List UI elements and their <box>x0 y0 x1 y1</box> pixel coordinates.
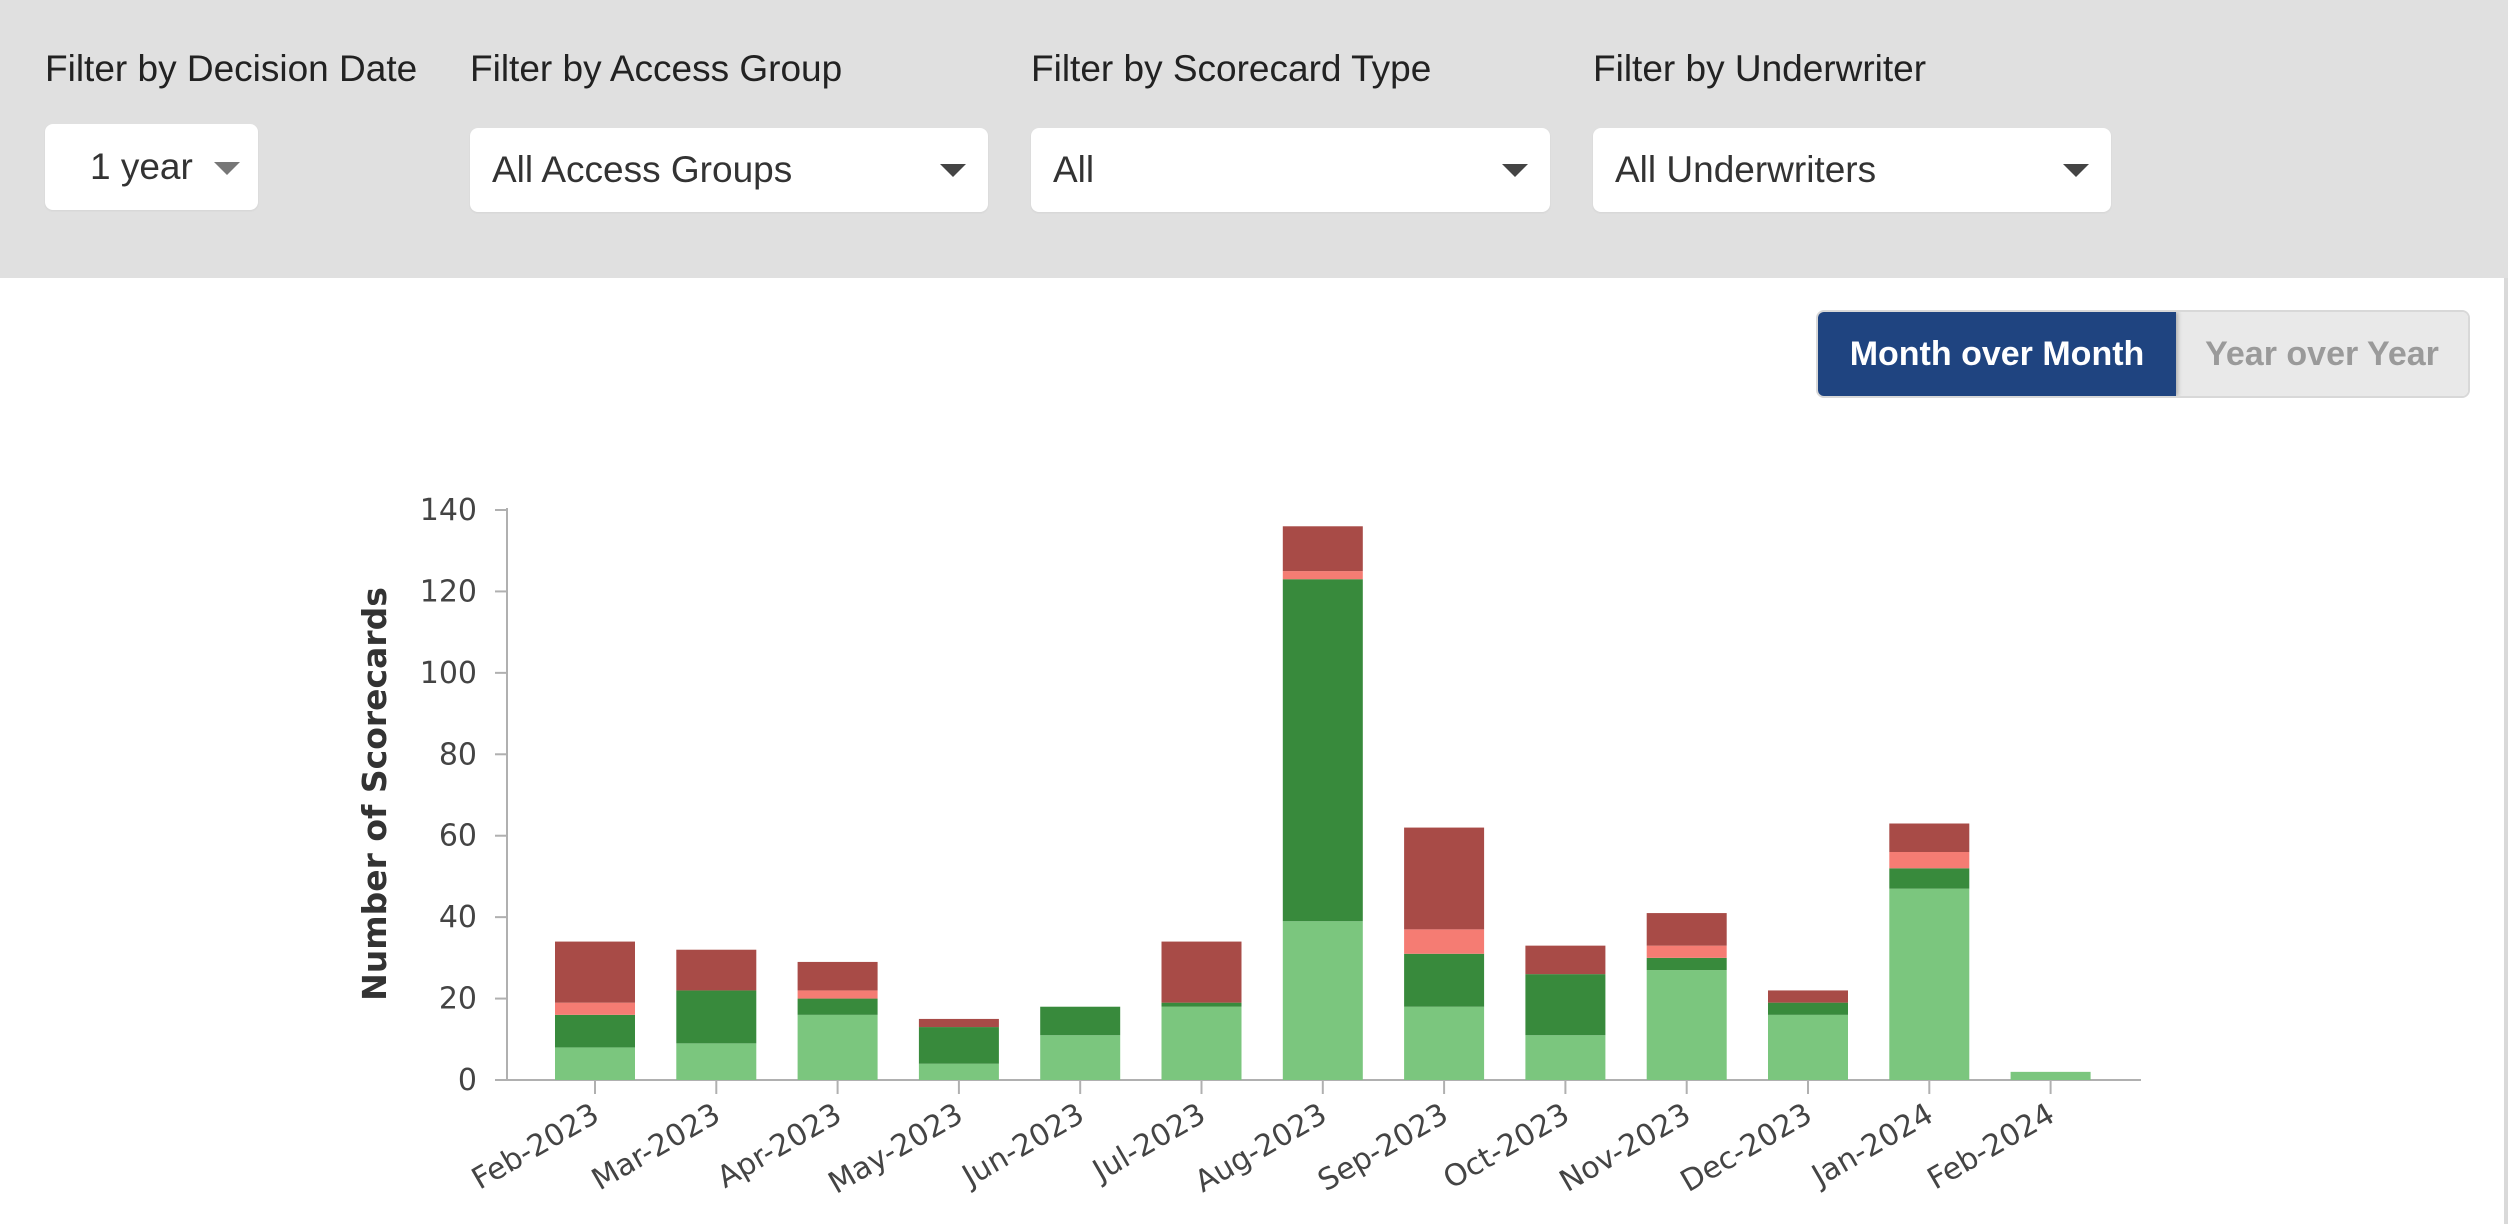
decision-date-select[interactable]: 1 year <box>45 124 258 210</box>
scrollbar-edge[interactable] <box>2504 278 2508 1224</box>
view-toggle: Month over Month Year over Year <box>1816 310 2470 398</box>
bar-segment <box>1161 941 1242 1003</box>
bar-segment <box>1525 945 1606 975</box>
bar-segment <box>797 961 878 991</box>
scorecard-type-label: Filter by Scorecard Type <box>1031 48 1432 89</box>
underwriter-filter: Filter by Underwriter <box>1593 48 1926 90</box>
bar-segment <box>1889 888 1970 1080</box>
scorecard-type-filter: Filter by Scorecard Type <box>1031 48 1431 90</box>
x-tick-label: Oct-2023 <box>1437 1097 1575 1197</box>
y-tick-label: 40 <box>439 900 477 935</box>
y-tick-label: 120 <box>420 574 477 609</box>
underwriter-label: Filter by Underwriter <box>1593 48 1927 89</box>
bar-segment <box>797 990 878 999</box>
x-tick-label: Jan-2024 <box>1805 1097 1940 1195</box>
x-tick-label: Jun-2023 <box>955 1097 1090 1195</box>
bar-segment <box>555 1002 635 1015</box>
bar-segment <box>1889 823 1970 852</box>
decision-date-filter: Filter by Decision Date <box>45 48 417 90</box>
bar-segment <box>918 1027 999 1064</box>
bar-segment <box>1889 868 1970 889</box>
access-group-select[interactable]: All Access Groups <box>470 128 988 212</box>
access-group-label: Filter by Access Group <box>470 48 843 89</box>
bar-segment <box>1404 827 1485 930</box>
bar-segment <box>797 998 878 1015</box>
y-tick-label: 0 <box>458 1063 477 1098</box>
chevron-down-icon <box>940 164 966 177</box>
y-tick-label: 20 <box>439 982 477 1017</box>
bar-segment <box>1282 921 1363 1080</box>
underwriter-select[interactable]: All Underwriters <box>1593 128 2111 212</box>
y-tick-label: 60 <box>439 819 477 854</box>
scorecard-type-value: All <box>1053 149 1095 190</box>
y-tick-label: 80 <box>439 737 477 772</box>
bar-segment <box>1040 1035 1121 1080</box>
bar-segment <box>676 949 757 991</box>
bar-segment <box>1404 929 1485 954</box>
x-tick-label: Sep-2023 <box>1312 1097 1454 1199</box>
bar-segment <box>797 1014 878 1080</box>
bar-segment <box>555 941 635 1003</box>
decision-date-value: 1 year <box>90 146 193 187</box>
bar-segment <box>918 1063 999 1080</box>
x-tick-label: Dec-2023 <box>1675 1097 1818 1200</box>
scorecard-type-select[interactable]: All <box>1031 128 1550 212</box>
bar-segment <box>918 1018 999 1028</box>
bar-segment <box>1646 970 1727 1080</box>
bar-segment <box>1889 852 1970 869</box>
month-over-month-button[interactable]: Month over Month <box>1818 312 2176 396</box>
filter-bar: Filter by Decision Date 1 year Filter by… <box>0 0 2508 278</box>
bar-segment <box>1525 974 1606 1036</box>
bar-segment <box>2010 1071 2091 1080</box>
chevron-down-icon <box>2063 164 2089 177</box>
y-axis-title: Number of Scorecards <box>355 587 394 1001</box>
bar-segment <box>1161 1006 1242 1080</box>
bar-segment <box>1646 957 1727 971</box>
bar-segment <box>676 990 757 1044</box>
underwriter-value: All Underwriters <box>1615 149 1877 190</box>
chevron-down-icon <box>214 162 240 175</box>
access-group-value: All Access Groups <box>492 149 793 190</box>
bar-segment <box>1525 1035 1606 1080</box>
bar-segment <box>1768 1002 1848 1015</box>
bar-segment <box>1040 1006 1121 1036</box>
decision-date-label: Filter by Decision Date <box>45 48 418 89</box>
bar-segment <box>1646 945 1727 958</box>
x-tick-label: Aug-2023 <box>1189 1097 1333 1200</box>
bar-segment <box>1646 913 1727 946</box>
bar-segment <box>555 1014 635 1048</box>
bar-segment <box>676 1043 757 1080</box>
chevron-down-icon <box>1502 164 1528 177</box>
bar-segment <box>1768 1014 1848 1080</box>
x-tick-label: Mar-2023 <box>586 1097 726 1198</box>
bar-segment <box>1282 579 1363 922</box>
bar-segment <box>1404 1006 1485 1080</box>
bar-segment <box>1161 1002 1242 1007</box>
x-tick-label: Nov-2023 <box>1554 1097 1697 1200</box>
bar-segment <box>555 1047 635 1080</box>
year-over-year-button[interactable]: Year over Year <box>2176 312 2468 396</box>
y-tick-label: 100 <box>420 656 477 691</box>
bar-segment <box>1768 990 1848 1003</box>
y-tick-label: 140 <box>420 493 477 528</box>
x-tick-label: Feb-2024 <box>1922 1097 2061 1197</box>
access-group-filter: Filter by Access Group <box>470 48 842 90</box>
bar-segment <box>1282 571 1363 580</box>
x-tick-label: Feb-2023 <box>466 1097 605 1197</box>
bar-segment <box>1282 526 1363 572</box>
x-tick-label: May-2023 <box>823 1097 969 1202</box>
bar-segment <box>1404 953 1485 1007</box>
